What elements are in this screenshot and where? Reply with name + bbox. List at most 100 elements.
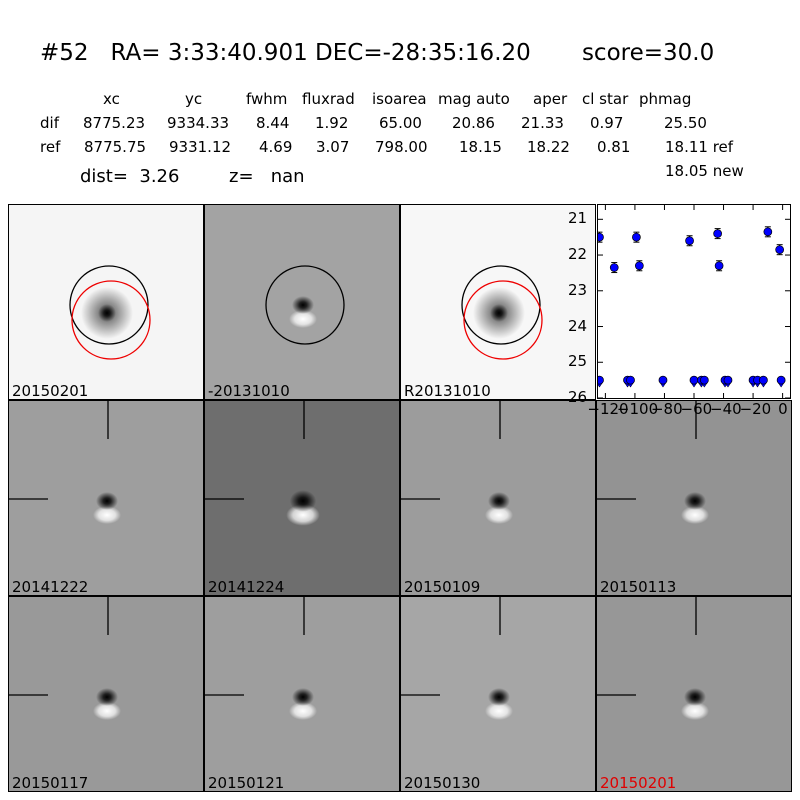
negative-residual <box>684 688 706 706</box>
ref-fwhm: 4.69 <box>259 138 293 156</box>
light-curve-plot <box>597 204 791 399</box>
upper-limit-point <box>598 375 604 385</box>
col-header-phmag: phmag <box>639 90 692 108</box>
image-stamp: 20150201 <box>8 204 204 400</box>
stamp-date-label: 20150113 <box>600 578 677 596</box>
ref-yc: 9331.12 <box>169 138 232 156</box>
negative-residual <box>96 688 118 706</box>
positive-residual <box>681 506 709 524</box>
col-header-aper: aper <box>533 90 568 108</box>
stamp-image <box>205 401 320 526</box>
negative-residual <box>96 492 118 510</box>
ref-xc: 8775.75 <box>84 138 147 156</box>
upper-limit-point <box>689 375 699 385</box>
image-stamp: 20141224 <box>204 400 400 596</box>
y-tick-label: 23 <box>568 280 588 299</box>
ref-phmag: 18.11 ref <box>665 138 734 156</box>
image-stamp: 20150113 <box>596 400 792 596</box>
image-stamp: R20131010 <box>400 204 596 400</box>
dist-value: dist= 3.26 <box>80 166 180 187</box>
red-aperture-circle <box>71 280 151 360</box>
negative-residual <box>488 688 510 706</box>
stamp-date-label: 20141222 <box>12 578 89 596</box>
stamp-date-label: 20150201 <box>600 774 677 792</box>
detection-point <box>632 232 641 242</box>
upper-limit-point <box>658 375 668 385</box>
positive-residual <box>93 506 121 524</box>
x-tick-label: −60 <box>680 400 713 418</box>
stamp-date-label: 20150130 <box>404 774 481 792</box>
positive-residual <box>286 504 320 526</box>
image-stamp: -20131010 <box>204 204 400 400</box>
y-tick-label: 26 <box>568 388 588 406</box>
ref-aper: 18.22 <box>527 138 570 156</box>
image-stamp: 20150117 <box>8 596 204 792</box>
negative-residual <box>684 492 706 510</box>
new-phmag: 18.05 new <box>665 162 744 180</box>
x-tick-label: −120 <box>587 400 629 418</box>
detection-point <box>713 229 722 238</box>
detection-point <box>763 227 773 237</box>
detection-point <box>609 263 619 272</box>
negative-residual <box>289 490 317 512</box>
stamp-image <box>401 597 513 720</box>
stamp-image <box>9 401 121 524</box>
dif-yc: 9334.33 <box>167 114 230 132</box>
upper-limit-point <box>723 375 733 385</box>
dif-aper: 21.33 <box>521 114 564 132</box>
y-tick-label: 25 <box>568 352 588 371</box>
black-aperture-circle <box>265 265 345 345</box>
stamp-date-label: 20150117 <box>12 774 89 792</box>
positive-residual <box>485 506 513 524</box>
z-value: z= nan <box>229 166 305 187</box>
upper-limit-point <box>776 375 786 385</box>
stamp-date-label: 20150121 <box>208 774 285 792</box>
col-header-fluxrad: fluxrad <box>302 90 355 108</box>
positive-residual <box>681 702 709 720</box>
detection-point <box>635 261 644 271</box>
stamp-image <box>265 265 345 345</box>
row-label-ref: ref <box>40 138 61 156</box>
image-stamp: 20150130 <box>400 596 596 792</box>
red-aperture-circle <box>463 280 543 360</box>
positive-residual <box>485 702 513 720</box>
col-header-yc: yc <box>185 90 203 108</box>
detection-point <box>775 245 785 255</box>
detection-point <box>714 261 724 271</box>
y-tick-label: 22 <box>568 245 588 264</box>
stamp-image <box>9 597 121 720</box>
positive-residual <box>289 310 317 328</box>
dif-cl-star: 0.97 <box>590 114 624 132</box>
image-stamp: 20150201 <box>596 596 792 792</box>
detection-point <box>598 232 604 242</box>
stamp-date-label: 20150109 <box>404 578 481 596</box>
detection-point <box>685 236 694 246</box>
x-tick-label: −100 <box>616 400 659 418</box>
image-stamp: 20141222 <box>8 400 204 596</box>
negative-residual <box>292 688 314 706</box>
positive-residual <box>289 702 317 720</box>
image-stamp: 20150109 <box>400 400 596 596</box>
page-title: #52 RA= 3:33:40.901 DEC=-28:35:16.20 sco… <box>40 40 715 66</box>
col-header-fwhm: fwhm <box>246 90 288 108</box>
stamp-date-label: R20131010 <box>404 382 491 400</box>
black-aperture-circle <box>461 265 541 345</box>
y-tick-label: 24 <box>568 316 588 335</box>
image-stamp: 20150121 <box>204 596 400 792</box>
stamp-date-label: 20141224 <box>208 578 285 596</box>
x-tick-label: −80 <box>650 400 683 418</box>
col-header-mag-auto: mag auto <box>438 90 510 108</box>
dif-mag-auto: 20.86 <box>452 114 495 132</box>
row-label-dif: dif <box>40 114 59 132</box>
dif-fluxrad: 1.92 <box>315 114 349 132</box>
col-header-xc: xc <box>103 90 120 108</box>
col-header-cl-star: cl star <box>582 90 629 108</box>
negative-residual <box>292 296 314 314</box>
stamp-image <box>597 401 709 524</box>
dif-xc: 8775.23 <box>83 114 146 132</box>
stamp-image <box>205 597 317 720</box>
negative-residual <box>488 492 510 510</box>
light-curve-canvas <box>598 205 790 398</box>
stamp-image <box>461 265 543 360</box>
col-header-isoarea: isoarea <box>372 90 427 108</box>
